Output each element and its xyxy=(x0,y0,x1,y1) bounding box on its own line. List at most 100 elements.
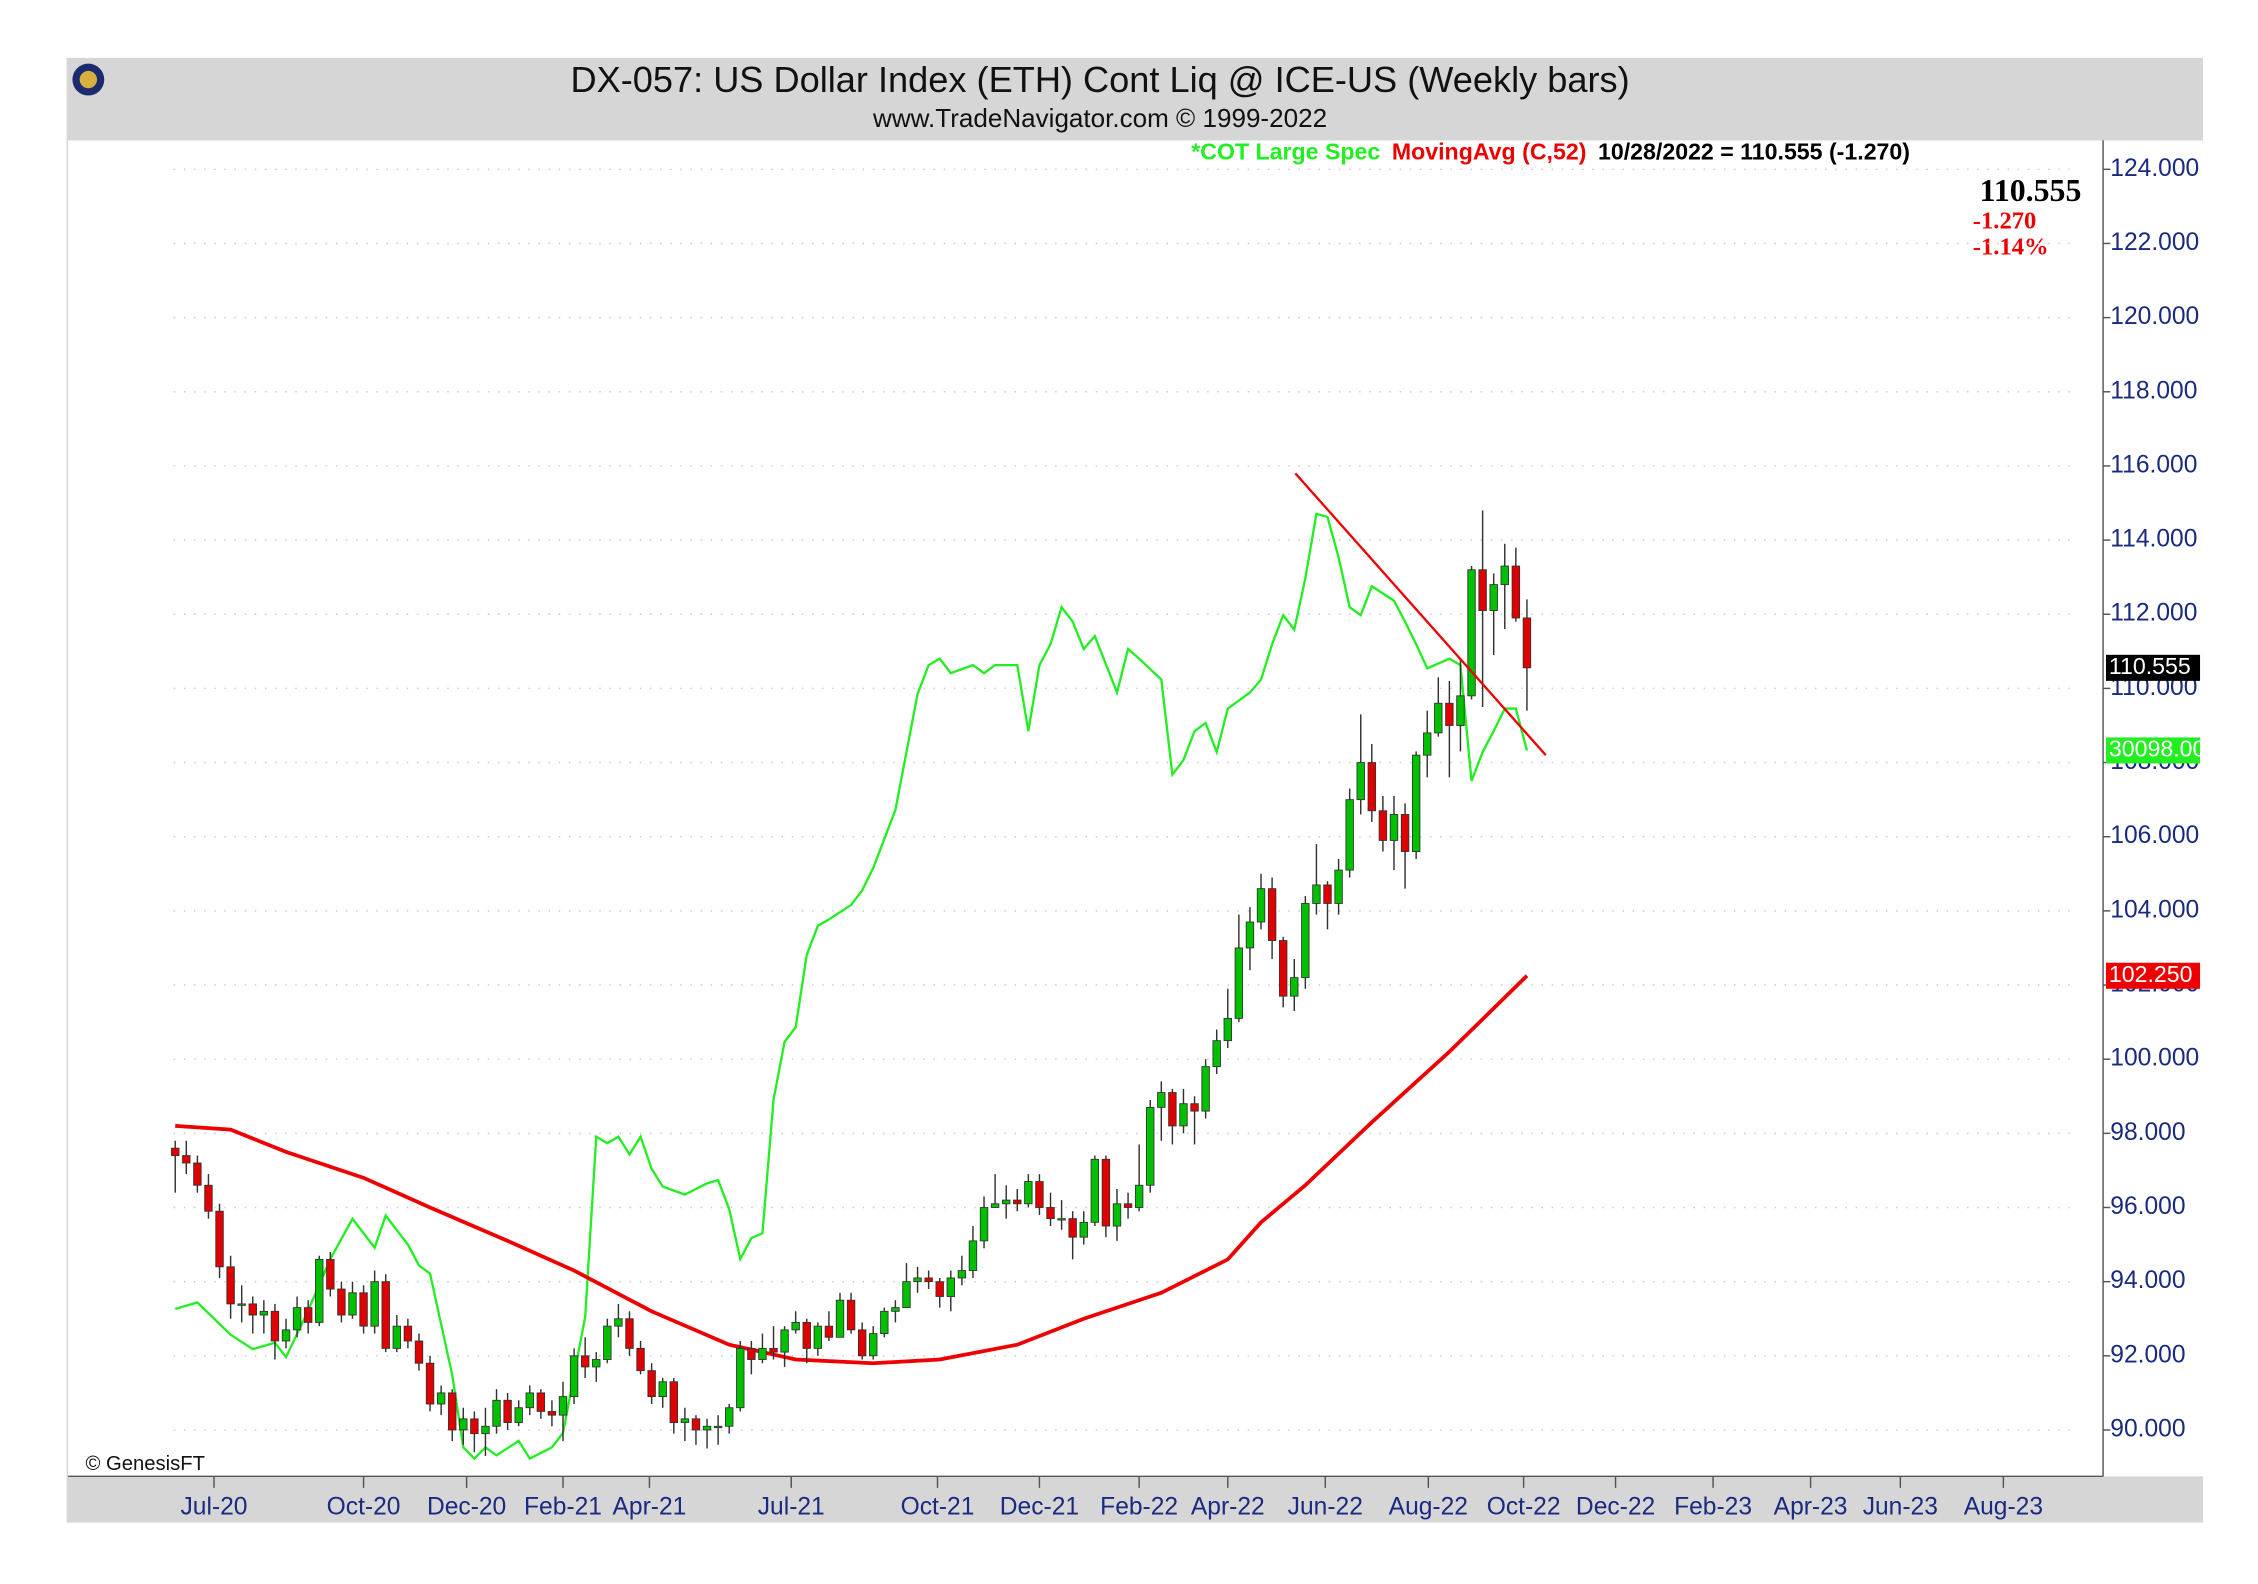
chart-title: DX-057: US Dollar Index (ETH) Cont Liq @… xyxy=(570,59,1629,100)
candle-body xyxy=(769,1347,778,1353)
candle-body xyxy=(392,1325,402,1349)
y-tick-label: 116.000 xyxy=(2110,451,2197,478)
candle-body xyxy=(1256,888,1266,923)
y-tick-label: 96.000 xyxy=(2110,1193,2185,1220)
candle-body xyxy=(459,1418,468,1431)
candle-body xyxy=(747,1347,756,1360)
candle-body xyxy=(725,1407,734,1427)
candle-body xyxy=(702,1425,712,1431)
candle-body xyxy=(303,1307,313,1323)
candle-body xyxy=(802,1322,811,1349)
x-tick-label: Dec-22 xyxy=(1576,1494,1655,1521)
candle-body xyxy=(647,1370,656,1398)
credit: © GenesisFT xyxy=(85,1453,205,1475)
candle-body xyxy=(1290,977,1299,997)
info-last: 110.555 xyxy=(1980,173,2082,208)
candle-body xyxy=(669,1381,679,1423)
candle-body xyxy=(924,1277,933,1283)
y-tick-label: 124.000 xyxy=(2110,155,2199,182)
price-box-close-bg xyxy=(2105,654,2201,681)
x-tick-label: Apr-22 xyxy=(1191,1494,1265,1521)
candle-body xyxy=(1046,1207,1055,1220)
candle-body xyxy=(1101,1158,1111,1227)
x-tick-label: Jun-23 xyxy=(1863,1494,1938,1521)
candle-body xyxy=(691,1418,701,1431)
candle-body xyxy=(536,1392,546,1412)
candle-body xyxy=(736,1347,745,1409)
candle-body xyxy=(270,1310,280,1342)
x-tick-label: Aug-23 xyxy=(1964,1494,2043,1521)
y-tick-label: 92.000 xyxy=(2110,1341,2185,1368)
x-tick-label: Dec-20 xyxy=(427,1494,506,1521)
candle-body xyxy=(1212,1040,1221,1068)
x-tick-label: Aug-22 xyxy=(1389,1494,1468,1521)
candle-body xyxy=(1223,1017,1232,1042)
candle-body xyxy=(1090,1158,1100,1223)
candle-body xyxy=(1367,762,1377,812)
candle-body xyxy=(370,1281,379,1327)
candle-body xyxy=(1123,1203,1133,1208)
candle-body xyxy=(1434,702,1443,734)
candle-body xyxy=(326,1258,335,1290)
candle-body xyxy=(337,1288,346,1316)
candle-body xyxy=(813,1325,823,1349)
candle-body xyxy=(957,1270,967,1279)
candle-body xyxy=(1345,799,1354,871)
candle-body xyxy=(1312,884,1321,904)
price-box-ma: 102.250 xyxy=(2109,961,2193,987)
x-tick-label: Feb-22 xyxy=(1100,1494,1178,1521)
candle-body xyxy=(1467,569,1476,697)
candle-body xyxy=(680,1418,690,1423)
y-tick-label: 120.000 xyxy=(2110,303,2199,330)
y-tick-label: 98.000 xyxy=(2110,1119,2185,1146)
candle-body xyxy=(891,1307,900,1312)
trendline xyxy=(1294,472,1547,756)
y-tick-label: 100.000 xyxy=(2110,1045,2199,1072)
candle-body xyxy=(1334,869,1343,904)
candle-body xyxy=(1168,1092,1177,1127)
price-box-cot: 30098.000 xyxy=(2109,736,2218,762)
candle-body xyxy=(414,1340,424,1364)
x-tick-label: Feb-21 xyxy=(524,1494,602,1521)
candle-body xyxy=(1301,903,1310,979)
candle-body xyxy=(425,1362,435,1405)
x-tick-label: Dec-21 xyxy=(1000,1494,1079,1521)
candle-body xyxy=(436,1392,446,1405)
candle-body xyxy=(1445,702,1454,726)
candle-body xyxy=(315,1258,324,1323)
price-box-ma-bg xyxy=(2105,962,2201,989)
series-line xyxy=(174,512,1529,1461)
logo-inner xyxy=(79,70,98,89)
candle-body xyxy=(1146,1106,1155,1186)
y-tick-label: 104.000 xyxy=(2110,896,2199,923)
candle-body xyxy=(226,1266,235,1305)
series-line xyxy=(175,974,1529,1366)
y-tick-label: 90.000 xyxy=(2110,1415,2185,1442)
candle-body xyxy=(968,1240,978,1271)
candle-body xyxy=(569,1355,579,1398)
info-percent: -1.14% xyxy=(1973,234,2049,261)
candle-body xyxy=(1013,1199,1022,1205)
candle-body xyxy=(1400,814,1410,852)
candle-body xyxy=(1489,584,1498,611)
candle-body xyxy=(1323,884,1332,904)
candle-body xyxy=(580,1355,590,1368)
price-box-cot-bg xyxy=(2105,737,2201,764)
candle-body xyxy=(824,1325,834,1338)
candle-body xyxy=(348,1292,357,1316)
legend-date: 10/28/2022 = 110.555 (-1.270) xyxy=(1598,139,1910,165)
y-tick-label: 112.000 xyxy=(2110,600,2197,627)
candle-body xyxy=(193,1162,202,1186)
candle-body xyxy=(237,1303,246,1306)
info-change: -1.270 xyxy=(1973,208,2037,235)
candle-body xyxy=(946,1277,955,1297)
candle-body xyxy=(1423,732,1432,756)
x-tick-label: Oct-20 xyxy=(327,1494,401,1521)
candle-body xyxy=(614,1318,623,1327)
candle-body xyxy=(592,1359,601,1368)
candle-body xyxy=(1456,695,1465,726)
candle-body xyxy=(1478,569,1487,611)
candle-body xyxy=(1112,1203,1122,1227)
x-tick-label: Oct-22 xyxy=(1487,1494,1561,1521)
